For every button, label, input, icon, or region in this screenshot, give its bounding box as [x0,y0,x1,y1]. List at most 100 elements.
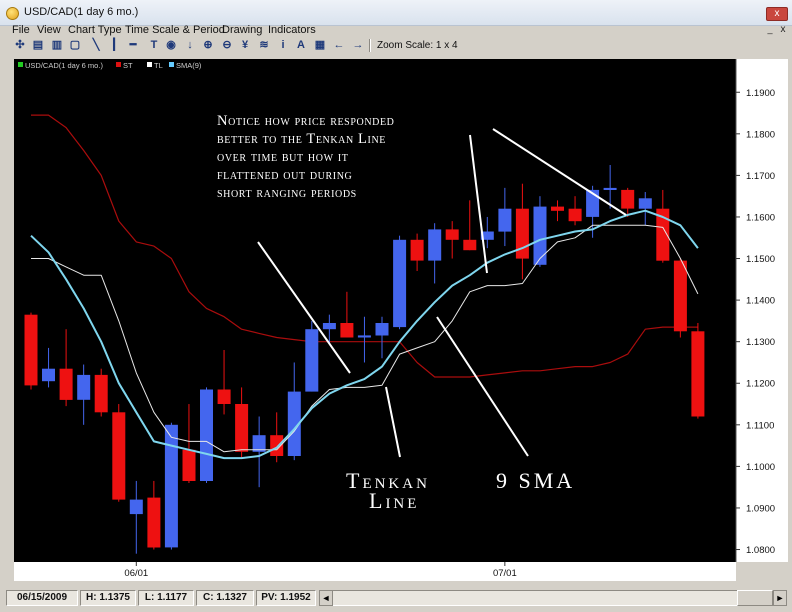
candle-body [217,389,231,404]
left-arrow-icon[interactable]: ← [333,39,345,51]
grid-icon[interactable]: ▦ [314,39,326,51]
notice-line-3: over time but how it [217,149,348,165]
menu-chart-type[interactable]: Chart Type [68,24,122,36]
status-low: L: 1.1177 [138,590,194,606]
y-tick-label: 1.1300 [746,337,775,348]
legend-label: SMA(9) [176,61,202,70]
candle-body [59,368,73,400]
legend-swatch [147,62,152,67]
candle-body [340,323,354,338]
y-tick-label: 1.1000 [746,462,775,473]
minimize-icon[interactable]: _ [767,24,773,34]
candle-body [305,329,319,392]
menu-indicators[interactable]: Indicators [268,24,316,36]
text-a-icon[interactable]: A [297,39,305,51]
y-tick-label: 1.1500 [746,254,775,265]
down-arrow-icon[interactable]: ↓ [187,39,193,51]
toolbar-separator [369,39,371,52]
close-button[interactable]: x [766,7,788,21]
candle-body [94,374,108,413]
legend-label: USD/CAD(1 day 6 mo.) [25,61,103,70]
child-close-icon[interactable]: x [780,24,786,35]
measure-icon[interactable]: ≋ [259,39,269,51]
menu-bar: File View Chart Type Time Scale & Period… [0,23,792,39]
text-tool-icon[interactable]: T [150,39,158,51]
candle-body [568,208,582,222]
menu-view[interactable]: View [37,24,61,36]
candle-body [621,189,635,209]
fibonacci-icon[interactable]: ¥ [241,39,249,51]
menu-drawing[interactable]: Drawing [222,24,263,36]
y-tick-label: 1.1100 [746,420,774,431]
candle-body [480,231,494,240]
legend-swatch [169,62,174,67]
x-tick-label: 07/01 [493,568,517,579]
candle-body [129,499,143,515]
scroll-thumb[interactable] [737,590,773,606]
crosshair-icon[interactable]: ✣ [15,39,25,51]
zoom-out-icon[interactable]: ⊖ [222,39,232,51]
right-arrow-icon[interactable]: → [352,39,364,51]
info-icon[interactable]: i [281,39,285,51]
window-title: USD/CAD(1 day 6 mo.) [24,6,139,18]
candle-body [603,187,617,190]
candle-body [164,424,178,548]
notice-line-1: Notice how price responded [217,113,395,129]
y-tick-label: 1.1700 [746,171,775,182]
title-bar: USD/CAD(1 day 6 mo.) x [0,0,792,26]
candle-body [270,435,284,456]
chart-svg: USD/CAD(1 day 6 mo.) ST TL SMA(9) 1.08001.0… [0,55,792,586]
notice-line-4: flattened out during [217,167,352,183]
y-tick-label: 1.0900 [746,503,775,514]
status-bar: 06/15/2009 H: 1.1375 L: 1.1177 C: 1.1327… [0,590,792,608]
candle-body [357,335,371,338]
y-tick-label: 1.1200 [746,379,775,390]
notice-line-2: better to the Tenkan Line [217,131,386,147]
candle-body [515,208,529,259]
scroll-left-button[interactable]: ◄ [319,590,333,606]
vertical-line-icon[interactable]: ┃ [110,39,118,51]
annotation-arrow-2 [469,134,488,274]
annotations: Notice how price responded better to the… [217,113,627,513]
toolbar: Zoom Scale: 1 x 4 ✣ ▤ ▥ ▢ ╲ ┃ ━ T ◉ ↓ ⊕ ⊖ ¥ ≋ i A ▦ ← → [0,38,792,54]
print-icon[interactable]: ▤ [32,39,44,51]
legend-swatch [18,62,23,67]
menu-file[interactable]: File [12,24,30,36]
candle-body [428,229,442,261]
plot-area [14,59,736,562]
zoom-scale-label: Zoom Scale: 1 x 4 [377,40,458,51]
candle-body [182,449,196,481]
x-tick-label: 06/01 [124,568,148,579]
candle-body [393,239,407,328]
sma-line [30,209,699,460]
candle-body [287,391,301,456]
scroll-track[interactable] [333,590,773,606]
y-axis-area [736,59,788,562]
candle-body [24,314,38,386]
tenkan-pointer [385,386,401,458]
status-date: 06/15/2009 [6,590,78,606]
candle-body [252,435,266,452]
y-axis-ticks: 1.0800 1.0900 1.1000 1.1100 1.1200 1.1300 1.14… [736,88,775,556]
legend-label: ST [123,61,133,70]
save-icon[interactable]: ▥ [51,39,63,51]
x-axis-area [14,562,736,581]
scroll-right-button[interactable]: ► [773,590,787,606]
candle-body [77,374,91,400]
y-tick-label: 1.1900 [746,88,775,99]
trendline-icon[interactable]: ╲ [92,39,100,51]
zoom-in-icon[interactable]: ⊕ [203,39,213,51]
annotation-arrow-3 [492,128,627,216]
horizontal-line-icon[interactable]: ━ [129,39,137,51]
circle-icon[interactable]: ◉ [166,39,176,51]
y-tick-label: 1.1800 [746,129,775,140]
candle-body [533,206,547,265]
menu-time-scale[interactable]: Time Scale & Period [125,24,225,36]
y-tick-label: 1.0800 [746,545,775,556]
copy-icon[interactable]: ▢ [69,39,81,51]
tenkan-label-2: Line [369,488,419,513]
candle-body [147,497,161,548]
y-tick-label: 1.1600 [746,212,775,223]
candle-body [200,389,213,481]
